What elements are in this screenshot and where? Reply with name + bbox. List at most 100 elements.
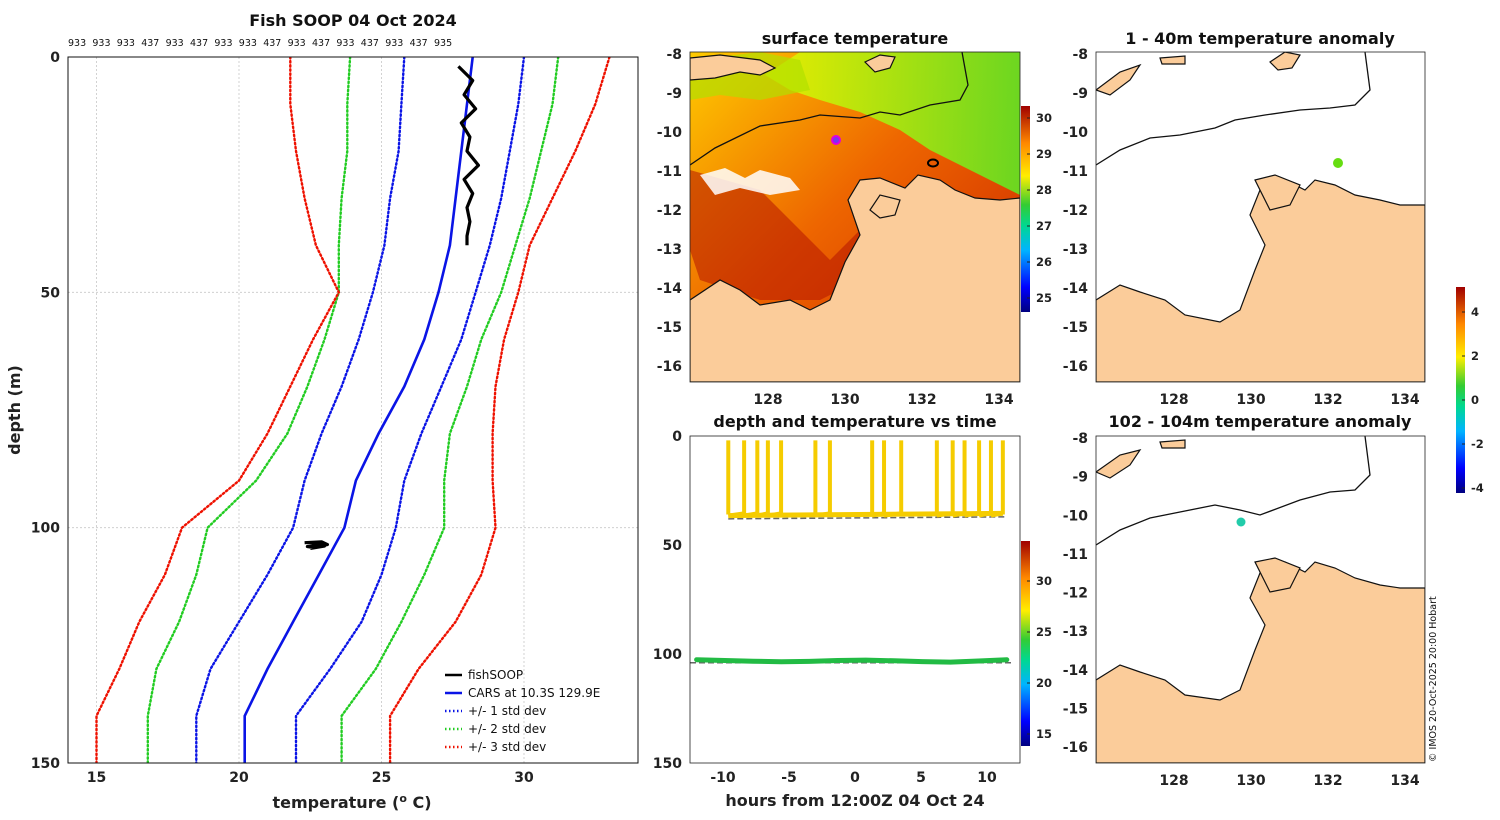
- series-line: [388, 57, 611, 763]
- imos-credit: © IMOS 20-Oct-2025 20:00 Hobart: [1428, 596, 1439, 762]
- cast-id-label: 437: [410, 38, 428, 49]
- cast-id-label: 933: [214, 38, 232, 49]
- colorbar-tick-label: 29: [1036, 147, 1052, 161]
- timeseries-colorbar: [1021, 541, 1030, 746]
- legend-label-fish: fishSOOP: [468, 668, 523, 682]
- colorbar-tick-label: 25: [1036, 625, 1052, 639]
- anom-upper-panel: 1 - 40m temperature anomaly -8 -9 -10 -11 -1…: [1063, 29, 1426, 408]
- cast-id-label: 933: [336, 38, 354, 49]
- timeseries-x-tick: 0: [850, 770, 860, 786]
- lat-tick: -10: [1063, 125, 1089, 141]
- lon-tick: 130: [1236, 773, 1265, 789]
- lat-tick: -12: [1063, 586, 1088, 602]
- cast-id-label: 933: [92, 38, 110, 49]
- colorbar-tick-label: -2: [1471, 437, 1484, 451]
- legend-label-cars: CARS at 10.3S 129.9E: [468, 686, 600, 700]
- sst-map-panel: surface temperature -8-9-10-11-12-13-14-…: [657, 29, 1052, 408]
- cast-id-label: 933: [385, 38, 403, 49]
- profile-tick-labels: 15 20 25 30 0 50 100 150: [31, 50, 534, 786]
- cast-id-label: 437: [263, 38, 281, 49]
- colorbar-tick-label: 15: [1036, 727, 1052, 741]
- timeseries-x-tick: 5: [916, 770, 926, 786]
- profile-y-tick: 50: [41, 285, 61, 301]
- lat-tick: -12: [1063, 203, 1088, 219]
- lat-tick: -10: [1063, 508, 1089, 524]
- lon-tick: 130: [1236, 392, 1265, 408]
- colorbar-tick-label: 4: [1471, 305, 1479, 319]
- profile-y-tick: 150: [31, 756, 60, 772]
- timeseries-y-tick: 100: [653, 647, 682, 663]
- anom-lower-eez-boundary: [1096, 436, 1371, 546]
- lon-tick: 128: [753, 392, 782, 408]
- profile-panel: Fish SOOP 04 Oct 2024 933 933 933 437 933 437…: [5, 11, 639, 812]
- lat-tick: -15: [657, 320, 682, 336]
- lat-tick: -13: [657, 242, 682, 258]
- lon-tick: 128: [1159, 773, 1188, 789]
- timeseries-x-tick: 10: [977, 770, 997, 786]
- cast-id-label: 437: [361, 38, 379, 49]
- timeseries-axes-box: [689, 435, 1021, 764]
- timeseries-y-tick: 0: [672, 429, 682, 445]
- lat-tick: -9: [666, 86, 682, 102]
- cast-id-label: 933: [288, 38, 306, 49]
- sst-field-warm-region: [690, 170, 870, 300]
- timeseries-series: [690, 440, 1014, 665]
- lat-tick: -8: [1072, 431, 1088, 447]
- sst-tick-labels: -8 -9 -10 -11 -12 -13 -14 -15 -16 128 130 132 134: [657, 47, 1014, 408]
- anom-lower-tick-labels: -8 -9 -10 -11 -12 -13 -14 -15 -16 128 130 132 134: [1063, 431, 1420, 789]
- sst-island-small: [863, 54, 896, 73]
- series-line: [146, 57, 352, 763]
- timeseries-x-tick: -5: [781, 770, 797, 786]
- series-line: [195, 57, 406, 763]
- lon-tick: 132: [1313, 392, 1342, 408]
- sst-land-mainland: [690, 174, 1020, 382]
- anom-upper-map: [1096, 52, 1425, 382]
- profile-ylabel: depth (m): [5, 365, 24, 455]
- anom-upper-island-b: [1269, 52, 1301, 71]
- series-line: [294, 57, 526, 763]
- lat-tick: -11: [1063, 547, 1088, 563]
- sst-map-frame: [689, 51, 1021, 383]
- anom-colorbar-ticks: 4 2 0 -2 -4: [1462, 305, 1484, 495]
- profile-legend: fishSOOP CARS at 10.3S 129.9E +/- 1 std …: [445, 668, 600, 754]
- lat-tick: -8: [666, 47, 682, 63]
- timeseries-y-tick: 50: [663, 538, 683, 554]
- cast-id-label: 933: [166, 38, 184, 49]
- profile-x-tick: 20: [229, 770, 249, 786]
- lon-tick: 132: [1313, 773, 1342, 789]
- anom-colorbar: [1456, 287, 1465, 493]
- colorbar-tick-label: 20: [1036, 676, 1052, 690]
- series-line: [243, 57, 474, 763]
- colorbar-tick-label: 2: [1471, 349, 1479, 363]
- legend-label-std3: +/- 3 std dev: [468, 740, 546, 754]
- anom-upper-frame: [1095, 51, 1426, 383]
- profile-x-tick: 15: [87, 770, 106, 786]
- lat-tick: -16: [1063, 359, 1088, 375]
- cast-id-label: 437: [141, 38, 159, 49]
- profile-xlabel: temperature (o C): [272, 792, 431, 812]
- timeseries-x-tick: -10: [710, 770, 736, 786]
- legend-label-std1: +/- 1 std dev: [468, 704, 546, 718]
- cast-id-label: 437: [312, 38, 330, 49]
- dive-bottom-trace: [728, 510, 1003, 519]
- anom-lower-map: [1096, 436, 1425, 763]
- profile-y-tick: 100: [31, 521, 60, 537]
- sst-colorbar-ticks: 30 29 28 27 26 25: [1027, 111, 1052, 305]
- anom-lower-island-a: [1159, 439, 1186, 449]
- series-line: [340, 57, 560, 763]
- cast-id-label: 933: [117, 38, 135, 49]
- profile-x-tick: 25: [372, 770, 391, 786]
- timeseries-y-tick: 150: [653, 756, 682, 772]
- sst-colorbar: [1021, 106, 1030, 312]
- lat-tick: -14: [1063, 281, 1089, 297]
- sst-island-north: [690, 54, 777, 81]
- anom-lower-dot: [1236, 517, 1246, 527]
- anom-upper-dot: [1333, 158, 1343, 168]
- sst-land-island: [869, 194, 901, 219]
- lat-tick: -14: [1063, 663, 1089, 679]
- lat-tick: -10: [657, 125, 683, 141]
- cast-id-label: 933: [68, 38, 86, 49]
- sst-title: surface temperature: [762, 29, 949, 48]
